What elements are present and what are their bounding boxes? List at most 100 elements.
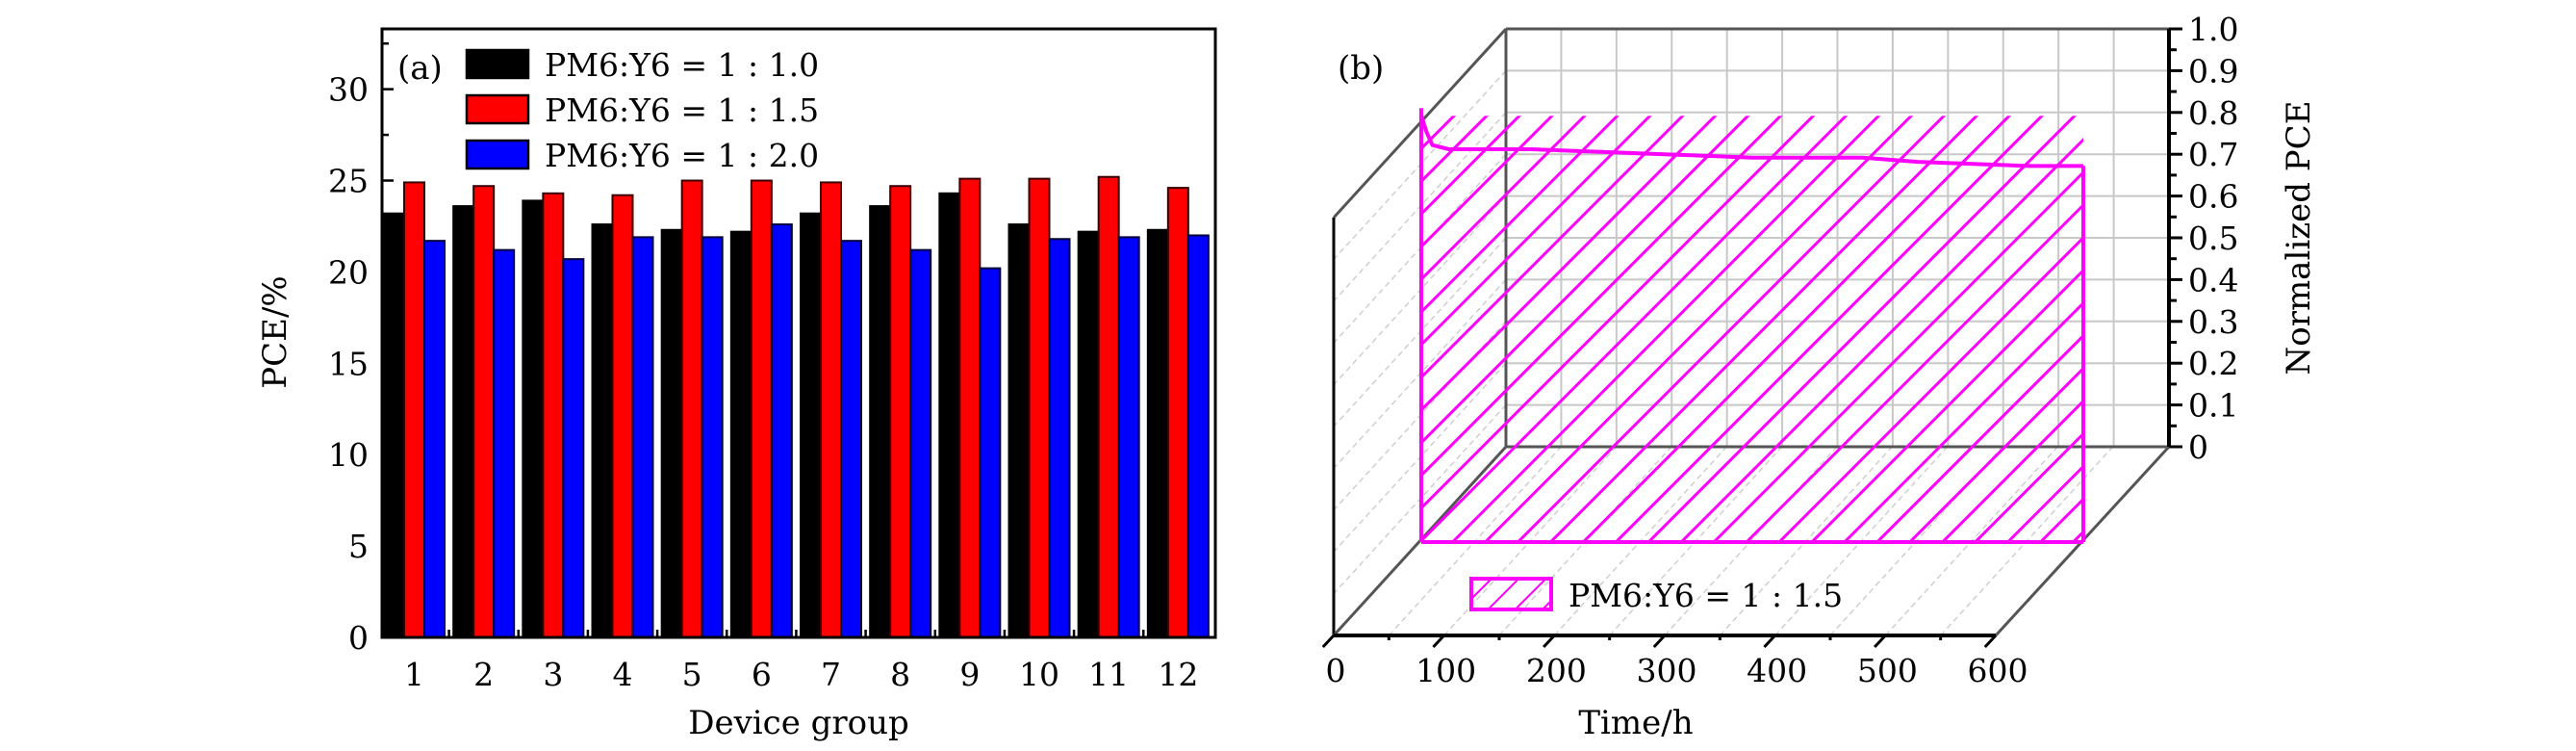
x-major-tick-b: [1432, 634, 1445, 649]
y-tick-label-b: 1.0: [2188, 11, 2238, 48]
y-tick-label-b: 0.2: [2188, 345, 2238, 382]
legend-swatch-1: [465, 48, 530, 80]
bar-group2-series1: [452, 205, 475, 638]
bar-group-container: [383, 175, 1210, 639]
bar-group5-series1: [660, 228, 683, 638]
x-major-tick-b: [1543, 634, 1556, 649]
bar-group6-series3: [770, 223, 793, 638]
legend-label-2: PM6:Y6 = 1 : 1.5: [545, 91, 819, 129]
y-tick-label-b: 0.5: [2188, 220, 2238, 257]
y-tick-label-b: 0.4: [2188, 261, 2238, 298]
bar-group5-series2: [680, 179, 703, 639]
x-major-tick-b: [1874, 634, 1887, 649]
x-tick-label-b: 400: [1747, 652, 1807, 689]
bar-group8-series2: [889, 185, 912, 639]
x-major-tick-b: [1983, 634, 1998, 649]
x-tick-label-b: 200: [1526, 652, 1587, 689]
x-tick-label-b: 0: [1326, 652, 1346, 689]
bar-group11-series2: [1097, 175, 1120, 638]
y-tick-label-b: 0.3: [2188, 303, 2238, 341]
y-axis-ticks-a: 0 5 10 15 20 25 30: [328, 41, 394, 657]
legend-label-3: PM6:Y6 = 1 : 2.0: [545, 137, 819, 174]
x-tick-label: 11: [1088, 656, 1129, 693]
bar-group9-series2: [958, 177, 982, 638]
bar-group7-series1: [800, 212, 822, 638]
bar-group11-series3: [1117, 236, 1140, 639]
x-major-tick-b: [1321, 634, 1336, 649]
plot-frame-a: [380, 27, 1217, 639]
panel-label-b: (b): [1338, 49, 1384, 88]
y-axis-title-a: PCE/%: [256, 275, 294, 388]
x-tick-label: 5: [682, 656, 702, 693]
x-tick-label: 2: [473, 656, 494, 693]
bar-group8-series1: [869, 205, 892, 638]
x-axis-title-b: Time/h: [1578, 704, 1693, 742]
x-axis-title-a: Device group: [688, 704, 909, 742]
x-tick-label-b: 600: [1968, 652, 2028, 689]
bar-group10-series3: [1048, 238, 1071, 638]
x-axis-ticks-a: 1 2 3 4 5 6 7 8 9 10 11 12: [404, 630, 1198, 693]
bar-group7-series3: [840, 240, 862, 638]
bar-group3-series2: [542, 192, 565, 638]
bar-group4-series3: [631, 236, 654, 639]
bar-group6-series1: [729, 230, 752, 639]
bar-group10-series1: [1007, 223, 1031, 638]
y-tick-label: 0: [348, 619, 369, 657]
bar-group9-series3: [979, 267, 1002, 638]
x-tick-label: 7: [821, 656, 841, 693]
y-tick-label-b: 0: [2188, 428, 2208, 466]
x-tick-label-b: 100: [1416, 652, 1476, 689]
bar-group12-series1: [1146, 228, 1169, 638]
y-tick-label-b: 0.9: [2188, 52, 2238, 90]
x-tick-label: 10: [1019, 656, 1059, 693]
x-axis-ticks-b: 0 100 200 300 400 500 600: [1321, 634, 2028, 689]
y-tick-label: 15: [328, 345, 369, 382]
x-tick-label-b: 300: [1637, 652, 1697, 689]
bar-group2-series3: [493, 248, 516, 638]
bar-group7-series2: [820, 181, 842, 638]
x-major-tick-b: [1763, 634, 1776, 649]
x-tick-label: 1: [404, 656, 424, 693]
x-tick-label: 6: [752, 656, 772, 693]
y-tick-label-b: 0.7: [2188, 136, 2238, 173]
bar-group1-series3: [423, 240, 446, 638]
legend-a: PM6:Y6 = 1 : 1.0 PM6:Y6 = 1 : 1.5 PM6:Y6 =…: [465, 46, 819, 174]
y-tick-label-b: 0.8: [2188, 94, 2238, 132]
series-line-normalized-pce: [1419, 115, 2083, 168]
legend-label-b: PM6:Y6 = 1 : 1.5: [1569, 577, 1843, 614]
bar-group1-series2: [403, 181, 425, 638]
bar-group3-series1: [522, 199, 545, 638]
legend-swatch-b: [1469, 577, 1553, 611]
y-tick-label: 5: [348, 528, 369, 565]
bar-group12-series3: [1186, 234, 1210, 638]
bar-group9-series1: [938, 192, 961, 638]
x-tick-label: 3: [543, 656, 563, 693]
bar-group2-series2: [472, 185, 496, 639]
y-tick-label: 30: [328, 71, 369, 109]
panel-b-3d-ribbon-chart: 00.10.20.30.40.50.60.70.80.91.0 0 100 200 3…: [1321, 11, 2318, 742]
y-axis-ticks-b: 00.1 0.2 0.3 0.4 0.5 0.6 0.7 0.8 0.9 1.0: [2169, 11, 2238, 466]
bar-group3-series3: [562, 258, 585, 638]
x-tick-label: 9: [959, 656, 980, 693]
ribbon-hatch-fill: [1421, 116, 2083, 542]
legend-label-1: PM6:Y6 = 1 : 1.0: [545, 46, 819, 84]
legend-swatch-3: [465, 139, 530, 170]
x-tick-label: 4: [613, 656, 633, 693]
x-tick-label-b: 500: [1857, 652, 1918, 689]
bar-group6-series2: [750, 179, 773, 639]
bar-group1-series1: [383, 212, 405, 638]
panel-label-a: (a): [397, 49, 443, 88]
y-tick-label: 10: [328, 436, 369, 474]
y-tick-label-b: 0.1: [2188, 387, 2238, 425]
ribbon-b: [1419, 108, 2085, 544]
bar-group4-series2: [611, 194, 634, 638]
x-major-tick-b: [1652, 634, 1667, 649]
legend-swatch-2: [465, 93, 530, 125]
x-tick-label: 8: [890, 656, 910, 693]
y-axis-title-b: Normalized PCE: [2280, 100, 2318, 375]
x-tick-label: 12: [1158, 656, 1198, 693]
bar-group8-series3: [909, 248, 932, 638]
bar-group5-series3: [701, 236, 724, 639]
